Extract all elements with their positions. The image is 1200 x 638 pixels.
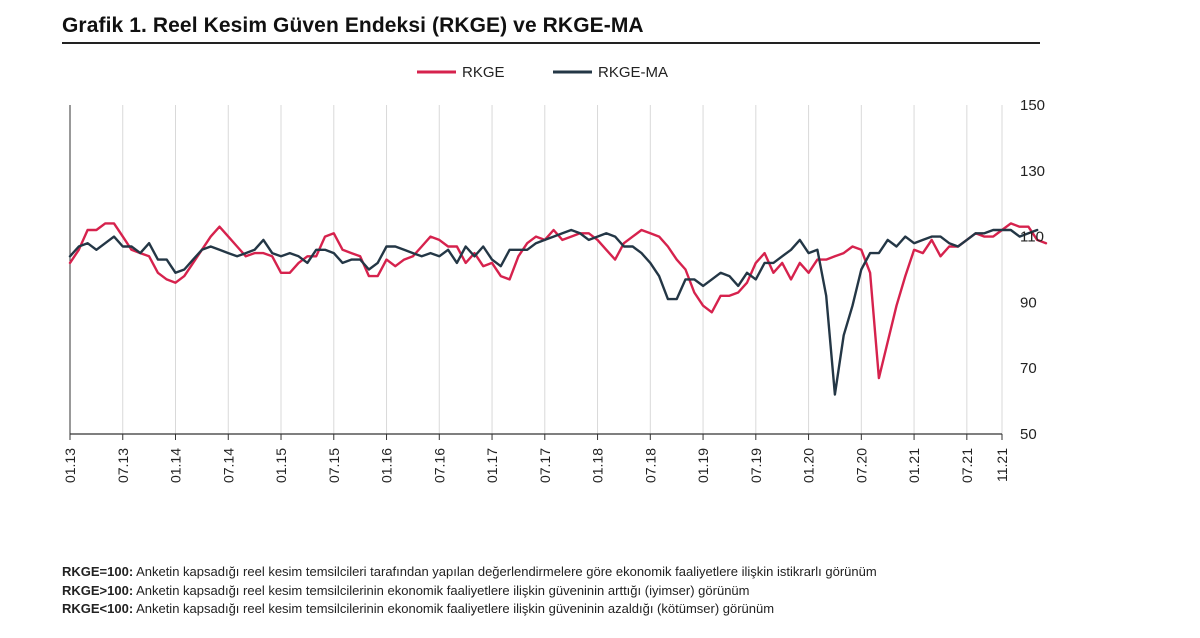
series-line-rkge-ma bbox=[68, 228, 1039, 396]
y-tick-label: 50 bbox=[1020, 426, 1037, 443]
y-tick-label: 70 bbox=[1020, 360, 1037, 377]
x-tick-label: 07.19 bbox=[748, 448, 764, 483]
footnote-text: Anketin kapsadığı reel kesim temsilciler… bbox=[133, 601, 775, 616]
x-tick-label: 01.16 bbox=[379, 448, 395, 483]
x-tick-label: 07.21 bbox=[959, 448, 975, 483]
y-tick-label: 110 bbox=[1020, 229, 1044, 246]
footnote-lt: RKGE<100: Anketin kapsadığı reel kesim t… bbox=[62, 600, 877, 619]
footnote-eq: RKGE=100: Anketin kapsadığı reel kesim t… bbox=[62, 563, 877, 582]
x-tick-label: 01.14 bbox=[168, 448, 184, 483]
x-tick-label: 07.20 bbox=[853, 448, 869, 483]
x-tick-label: 01.13 bbox=[62, 448, 78, 483]
x-tick-label: 07.17 bbox=[537, 448, 553, 483]
footnote-term: RKGE<100: bbox=[62, 601, 134, 616]
x-tick-label: 01.20 bbox=[801, 448, 817, 483]
x-tick-label: 07.16 bbox=[431, 448, 447, 483]
x-tick-label: 01.17 bbox=[484, 448, 500, 483]
title-underline bbox=[62, 42, 1040, 44]
x-tick-label: 11.21 bbox=[994, 448, 1010, 482]
x-tick-label: 07.15 bbox=[326, 448, 342, 483]
legend: RKGE RKGE-MA bbox=[417, 64, 668, 81]
x-tick-label: 01.19 bbox=[695, 448, 711, 483]
y-tick-label: 90 bbox=[1020, 294, 1037, 311]
x-tick-label: 01.15 bbox=[273, 448, 289, 483]
series-line-rkge bbox=[68, 222, 1048, 380]
y-tick-label: 130 bbox=[1020, 163, 1045, 180]
footnote-text: Anketin kapsadığı reel kesim temsilciler… bbox=[133, 564, 877, 579]
footnote-term: RKGE=100: bbox=[62, 564, 134, 579]
x-tick-label: 01.18 bbox=[590, 448, 606, 483]
y-tick-label: 150 bbox=[1020, 97, 1045, 114]
legend-label-rkge: RKGE bbox=[462, 64, 505, 81]
legend-label-rkge-ma: RKGE-MA bbox=[598, 64, 668, 81]
footnote-text: Anketin kapsadığı reel kesim temsilciler… bbox=[133, 582, 750, 598]
chart-title: Grafik 1. Reel Kesim Güven Endeksi (RKGE… bbox=[62, 14, 644, 37]
footnotes: RKGE=100: Anketin kapsadığı reel kesim t… bbox=[62, 563, 877, 619]
footnote-term: RKGE>100: bbox=[62, 582, 134, 598]
x-tick-label: 07.13 bbox=[115, 448, 131, 483]
x-tick-label: 07.18 bbox=[642, 448, 658, 483]
line-chart: RKGE RKGE-MA 50 70 90 110 130 150 01.13 07.13 0… bbox=[62, 64, 1048, 483]
x-tick-label: 01.21 bbox=[906, 448, 922, 483]
footnote-gt: RKGE>100: Anketin kapsadığı reel kesim t… bbox=[62, 582, 877, 601]
x-tick-label: 07.14 bbox=[220, 448, 236, 483]
